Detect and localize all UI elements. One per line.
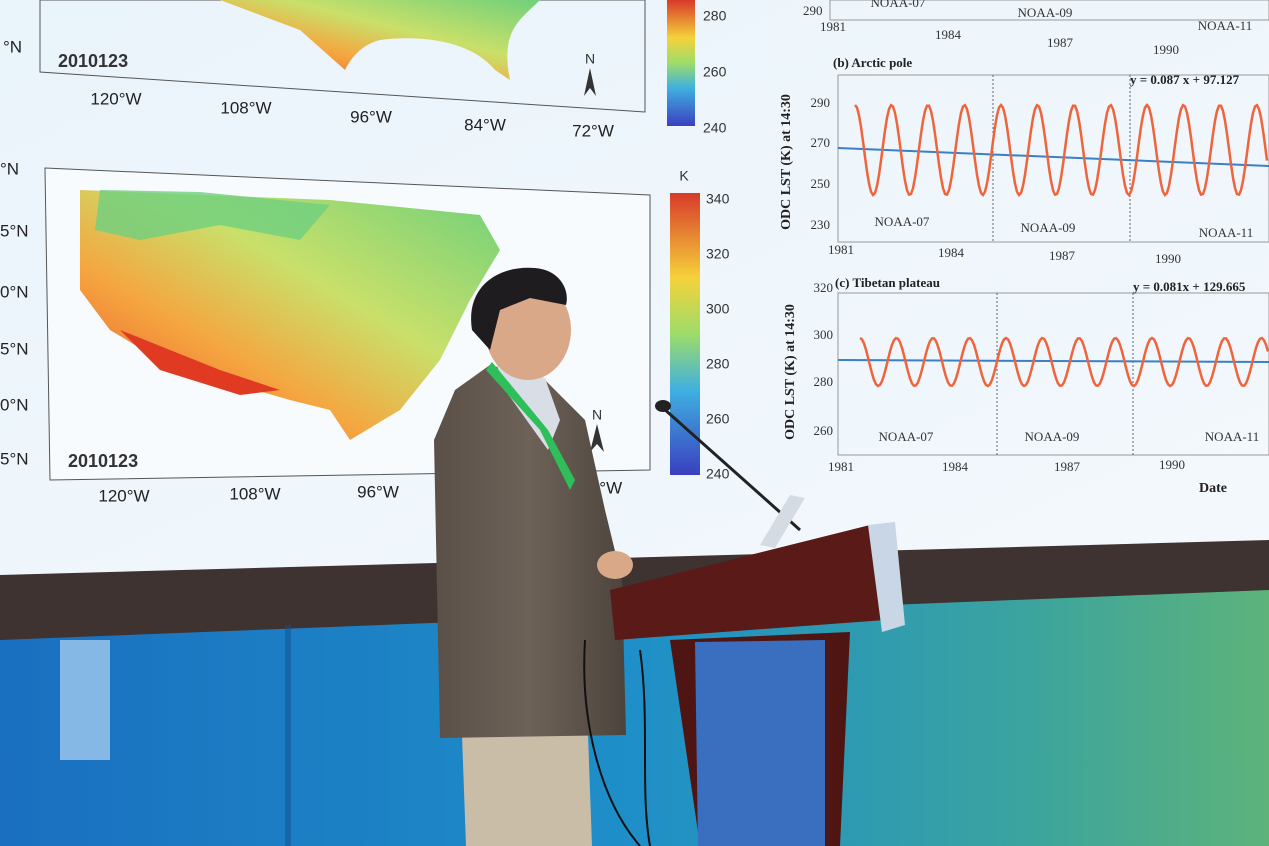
colorbar-unit: K [679, 168, 689, 184]
map-date: 2010123 [68, 451, 138, 471]
colorbar-tick: 300 [706, 301, 730, 317]
y-tick-label: 260 [814, 423, 834, 438]
x-tick-label: 1987 [1047, 35, 1074, 50]
equation: y = 0.081x + 129.665 [1133, 279, 1246, 294]
microphone [655, 400, 671, 412]
map-date: 2010123 [58, 51, 128, 71]
satellite-label: NOAA-07 [871, 0, 926, 10]
chart-frame [837, 74, 1269, 243]
y-tick-label: 290 [811, 95, 831, 110]
y-tick-label: 270 [811, 135, 831, 150]
y-axis-label: ODC LST (K) at 14:30 [779, 94, 794, 230]
x-tick-label: 1987 [1054, 459, 1081, 474]
lon-label: 108°W [229, 484, 280, 503]
speaker [434, 267, 633, 846]
x-tick-label: 1990 [1153, 42, 1179, 57]
satellite-label: NOAA-07 [875, 214, 930, 229]
chart-frame [829, 0, 1269, 21]
y-tick-label: 320 [814, 280, 834, 295]
x-tick-label: 1984 [938, 245, 965, 260]
lon-label: 108°W [220, 98, 271, 117]
x-tick-label: 1990 [1155, 251, 1181, 266]
lat-label: °N [0, 159, 19, 178]
lanyard [486, 362, 575, 490]
satellite-label: NOAA-09 [1018, 5, 1073, 20]
x-tick-label: 1981 [828, 459, 854, 474]
podium-panel [695, 640, 825, 846]
lst-curve [859, 336, 1269, 388]
lon-label: 84°W [464, 115, 506, 134]
lat-label: 0°N [0, 282, 29, 301]
satellite-label: NOAA-09 [1021, 220, 1076, 235]
microphone-stand [662, 406, 801, 532]
podium-top [610, 525, 885, 640]
lon-label: 120°W [90, 89, 141, 108]
colorbar-tick: 260 [706, 411, 730, 427]
lon-label: 96°W [357, 482, 399, 501]
equation: y = 0.087 x + 97.127 [1130, 72, 1240, 87]
jacket [434, 365, 626, 738]
colorbar-tick: 280 [706, 356, 730, 372]
lat-label: 5°N [0, 449, 29, 468]
satellite-label: NOAA-11 [1205, 429, 1259, 444]
lst-curve [854, 102, 1269, 198]
x-tick-label: 1987 [1049, 248, 1076, 263]
satellite-label: NOAA-11 [1198, 18, 1252, 33]
colorbar-tick: 320 [706, 246, 730, 262]
x-tick-label: 1984 [935, 27, 962, 42]
map-region [80, 190, 500, 440]
laptop [760, 495, 805, 548]
y-tick-label: 280 [814, 374, 834, 389]
hair [471, 267, 567, 350]
satellite-label: NOAA-07 [879, 429, 934, 444]
x-tick-label: 1984 [942, 459, 969, 474]
podium-sign [868, 522, 905, 632]
colorbar-tick: 240 [706, 466, 730, 482]
chart-title: (b) Arctic pole [833, 55, 912, 70]
y-tick-label: 230 [811, 217, 831, 232]
x-tick-label: 1981 [820, 19, 846, 34]
y-axis-label: ODC LST (K) at 14:30 [783, 304, 798, 440]
cable [583, 639, 641, 846]
colorbar-tick: 260 [703, 64, 727, 80]
lat-label: 0°N [0, 395, 29, 414]
trousers [462, 735, 592, 846]
lon-label: 96°W [350, 107, 392, 126]
cable [639, 649, 651, 846]
colorbar [670, 193, 700, 475]
y-tick-label: 250 [811, 176, 831, 191]
colorbar-tick: 340 [706, 191, 730, 207]
chart-frame [837, 292, 1269, 456]
hand [597, 551, 633, 579]
x-tick-label: 1981 [828, 242, 854, 257]
colorbar-tick: 240 [703, 120, 727, 136]
colorbar [667, 0, 695, 126]
y-tick-label: 300 [814, 327, 834, 342]
map-region [220, 0, 540, 80]
satellite-label: NOAA-11 [1199, 225, 1253, 240]
x-axis-label: Date [1199, 481, 1227, 496]
chart-title: (c) Tibetan plateau [835, 275, 940, 290]
map-region [120, 330, 280, 395]
north-label: N [585, 51, 595, 67]
x-tick-label: 1990 [1159, 457, 1185, 472]
trend-line [837, 147, 1269, 167]
colorbar-tick: 280 [703, 8, 727, 24]
stage-backdrop [0, 590, 1269, 846]
north-arrow [584, 68, 596, 96]
lon-label: 72°W [572, 121, 614, 140]
north-arrow [590, 424, 604, 452]
lat-label: 5°N [0, 339, 29, 358]
north-label: N [592, 407, 602, 423]
lat-label: 5°N [0, 221, 29, 240]
y-tick-label: 290 [803, 3, 823, 18]
light-reflection [60, 640, 110, 760]
lat-label: °N [3, 37, 22, 56]
satellite-label: NOAA-09 [1025, 429, 1080, 444]
map-frame [39, 0, 646, 113]
lon-label: 120°W [98, 486, 149, 505]
panel-seam [285, 625, 291, 846]
map-region [95, 190, 330, 240]
